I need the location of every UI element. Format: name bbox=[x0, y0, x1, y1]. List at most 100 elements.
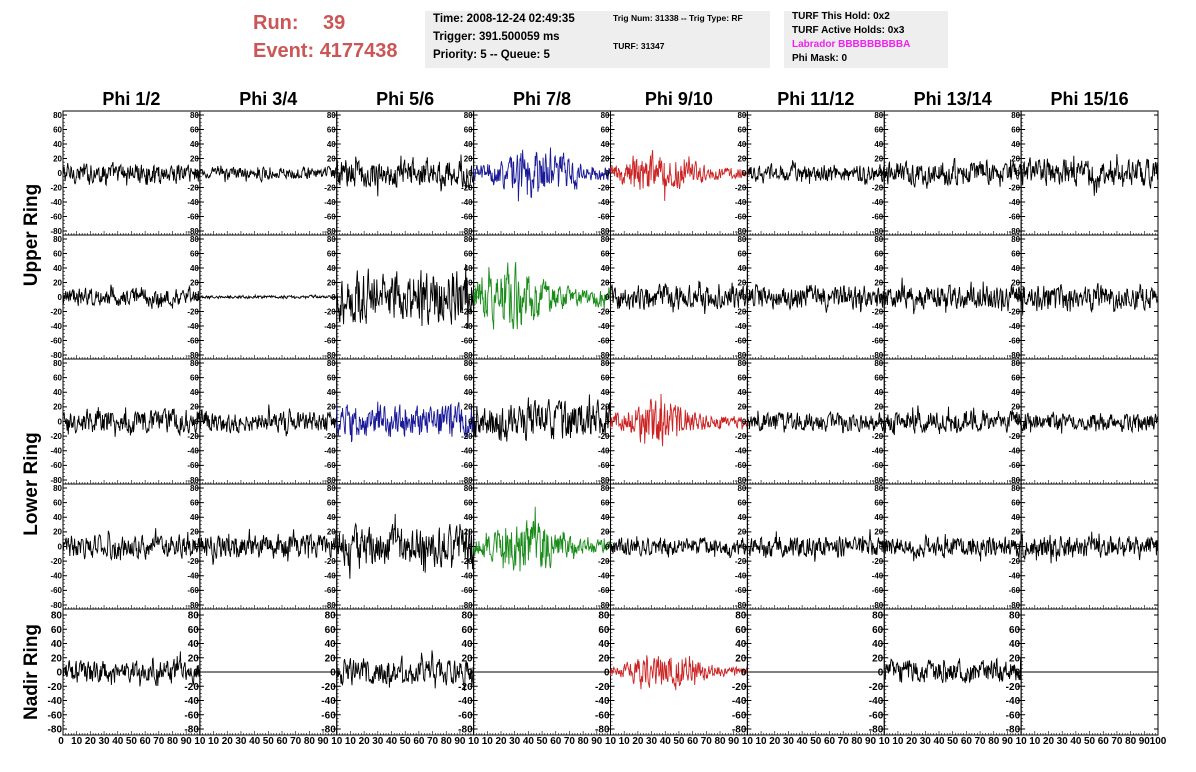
y-tick-label: -40 bbox=[321, 696, 336, 707]
y-tick-label: 0 bbox=[1015, 668, 1021, 679]
waveform-trace bbox=[610, 150, 748, 201]
y-tick-label: -80 bbox=[458, 725, 473, 736]
x-tick-label: 70 bbox=[290, 736, 302, 747]
y-tick-label: 0 bbox=[331, 169, 336, 178]
y-tick-label: 20 bbox=[601, 403, 610, 412]
y-tick-label: -40 bbox=[187, 322, 199, 331]
y-tick-label: 0 bbox=[879, 169, 884, 178]
y-tick-label: 40 bbox=[327, 140, 336, 149]
y-tick-label: 80 bbox=[464, 484, 473, 493]
y-tick-label: -40 bbox=[732, 696, 747, 707]
y-tick-label: -80 bbox=[461, 601, 473, 610]
y-tick-label: 80 bbox=[601, 235, 610, 244]
y-tick-label: 40 bbox=[327, 513, 336, 522]
y-tick-label: 40 bbox=[462, 639, 474, 650]
y-tick-label: 40 bbox=[190, 264, 199, 273]
y-tick-label: -80 bbox=[735, 351, 747, 360]
y-tick-label: -20 bbox=[48, 682, 63, 693]
y-tick-label: 80 bbox=[1011, 111, 1020, 120]
y-tick-label: 60 bbox=[190, 249, 199, 258]
y-tick-label: 60 bbox=[737, 125, 746, 134]
x-tick-label: 70 bbox=[1111, 736, 1123, 747]
y-tick-label: -80 bbox=[735, 476, 747, 485]
run-line: Run: 39 bbox=[253, 12, 345, 35]
y-tick-label: 40 bbox=[737, 140, 746, 149]
row-label: Lower Ring bbox=[21, 432, 42, 535]
y-tick-label: -40 bbox=[872, 572, 884, 581]
waveform-trace bbox=[62, 651, 201, 687]
waveform-panel: 80 60 40 20 0 -20 -40 -60 -80 bbox=[598, 358, 748, 485]
y-tick-label: -80 bbox=[872, 227, 884, 236]
y-tick-label: 80 bbox=[464, 235, 473, 244]
y-tick-label: 20 bbox=[188, 653, 200, 664]
y-tick-label: 0 bbox=[58, 542, 63, 551]
trigger-text: Trigger: 391.500059 ms bbox=[433, 31, 560, 43]
x-tick-label: 50 bbox=[126, 736, 138, 747]
turf-this-hold-text: TURF This Hold: 0x2 bbox=[792, 11, 890, 22]
y-tick-label: -20 bbox=[598, 432, 610, 441]
y-tick-label: 0 bbox=[742, 293, 747, 302]
y-tick-label: 0 bbox=[330, 668, 336, 679]
waveform-panel: 80 60 40 20 0 -20 -40 -60 -80 bbox=[872, 110, 1022, 236]
y-tick-label: -20 bbox=[872, 183, 884, 192]
waveform-trace bbox=[1020, 411, 1159, 434]
y-tick-label: 40 bbox=[601, 264, 610, 273]
y-tick-label: -60 bbox=[732, 710, 747, 721]
x-tick-label: 10 bbox=[1029, 736, 1041, 747]
y-tick-label: -60 bbox=[735, 336, 747, 345]
y-tick-label: -40 bbox=[1006, 696, 1021, 707]
x-tick-label: 30 bbox=[372, 736, 384, 747]
x-tick-label: 90 bbox=[591, 736, 603, 747]
y-tick-label: 0 bbox=[604, 668, 610, 679]
waveform-trace bbox=[336, 401, 475, 443]
y-tick-label: -20 bbox=[458, 682, 473, 693]
y-tick-label: 20 bbox=[874, 403, 883, 412]
x-tick-label: 10 bbox=[742, 736, 754, 747]
y-tick-label: 60 bbox=[464, 249, 473, 258]
y-tick-label: 20 bbox=[601, 278, 610, 287]
y-tick-label: 20 bbox=[327, 528, 336, 537]
y-tick-label: 80 bbox=[737, 111, 746, 120]
y-tick-label: -80 bbox=[324, 476, 336, 485]
y-tick-label: 40 bbox=[1011, 388, 1020, 397]
y-tick-label: 0 bbox=[331, 293, 336, 302]
waveform-trace bbox=[473, 506, 611, 572]
y-tick-label: 80 bbox=[190, 484, 199, 493]
y-tick-label: 0 bbox=[194, 169, 199, 178]
row-label: Nadir Ring bbox=[21, 624, 42, 720]
y-tick-label: 0 bbox=[58, 293, 63, 302]
y-tick-label: -40 bbox=[1009, 198, 1021, 207]
waveform-trace bbox=[1021, 282, 1159, 315]
y-tick-label: 0 bbox=[468, 542, 473, 551]
y-tick-label: 20 bbox=[464, 528, 473, 537]
trig-num-type-text: Trig Num: 31338 -- Trig Type: RF bbox=[613, 13, 743, 23]
y-tick-label: 60 bbox=[1011, 125, 1020, 134]
x-tick-label: 10 bbox=[208, 736, 220, 747]
y-tick-label: -80 bbox=[872, 601, 884, 610]
y-tick-label: 80 bbox=[53, 484, 62, 493]
column-label: Phi 3/4 bbox=[239, 89, 297, 109]
y-tick-label: 60 bbox=[53, 373, 62, 382]
waveform-panel: 80 60 40 20 0 -20 -40 -60 -80 bbox=[735, 483, 885, 610]
y-tick-label: -80 bbox=[1009, 476, 1021, 485]
waveform-trace bbox=[883, 533, 1022, 562]
y-tick-label: -80 bbox=[461, 351, 473, 360]
y-tick-label: 0 bbox=[56, 668, 62, 679]
y-tick-label: 60 bbox=[601, 125, 610, 134]
y-tick-label: 40 bbox=[601, 388, 610, 397]
y-tick-label: -60 bbox=[324, 586, 336, 595]
y-tick-label: 40 bbox=[874, 140, 883, 149]
y-tick-label: 20 bbox=[190, 278, 199, 287]
x-tick-label: 10 bbox=[619, 736, 631, 747]
y-tick-label: 80 bbox=[737, 235, 746, 244]
y-tick-label: 20 bbox=[190, 528, 199, 537]
run-label: Run: bbox=[253, 12, 299, 34]
waveform-panel: 80 60 40 20 0 -20 -40 -60 -80 bbox=[1009, 358, 1159, 485]
x-tick-label: 60 bbox=[961, 736, 973, 747]
y-tick-label: -60 bbox=[598, 461, 610, 470]
y-tick-label: 20 bbox=[737, 403, 746, 412]
waveform-trace bbox=[746, 529, 885, 562]
waveform-panel: 80 60 40 20 0 -20 -40 -60 -80 bbox=[735, 110, 885, 236]
y-tick-label: -60 bbox=[461, 461, 473, 470]
y-tick-label: -60 bbox=[461, 212, 473, 221]
